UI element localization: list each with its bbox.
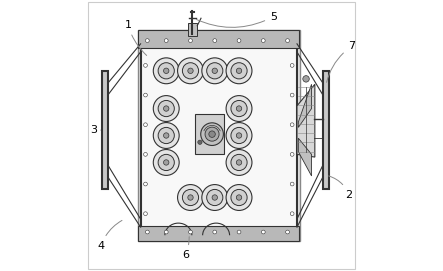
Circle shape	[188, 68, 193, 73]
Circle shape	[226, 58, 252, 84]
Circle shape	[231, 154, 247, 170]
Circle shape	[144, 63, 148, 67]
Circle shape	[163, 68, 169, 73]
Circle shape	[158, 101, 174, 117]
Circle shape	[144, 153, 148, 156]
Circle shape	[183, 189, 198, 206]
Circle shape	[290, 123, 294, 127]
Text: 7: 7	[326, 41, 355, 82]
Text: 3: 3	[90, 125, 97, 135]
Circle shape	[163, 160, 169, 165]
Circle shape	[286, 230, 289, 234]
Bar	[187, 23, 197, 36]
Text: 5: 5	[196, 12, 277, 27]
Bar	[194, 114, 224, 154]
Circle shape	[226, 185, 252, 211]
Circle shape	[158, 154, 174, 170]
Circle shape	[261, 230, 265, 234]
Circle shape	[178, 58, 203, 84]
Polygon shape	[298, 138, 311, 176]
Circle shape	[164, 230, 168, 234]
Circle shape	[145, 230, 149, 234]
Circle shape	[207, 63, 223, 79]
Circle shape	[286, 39, 289, 43]
Circle shape	[201, 123, 223, 146]
Circle shape	[198, 140, 202, 144]
Circle shape	[163, 106, 169, 111]
Circle shape	[189, 39, 192, 43]
Text: 6: 6	[183, 237, 190, 260]
Circle shape	[236, 68, 242, 73]
Circle shape	[236, 160, 242, 165]
Circle shape	[236, 106, 242, 111]
Circle shape	[144, 212, 148, 215]
Circle shape	[158, 63, 174, 79]
Circle shape	[290, 93, 294, 97]
Circle shape	[205, 127, 219, 141]
Circle shape	[212, 195, 218, 200]
Circle shape	[188, 195, 193, 200]
Circle shape	[237, 230, 241, 234]
Bar	[101, 71, 108, 189]
Circle shape	[164, 39, 168, 43]
Circle shape	[303, 76, 309, 82]
Circle shape	[231, 127, 247, 144]
Circle shape	[145, 39, 149, 43]
Circle shape	[237, 39, 241, 43]
Circle shape	[153, 122, 179, 149]
Bar	[139, 226, 299, 241]
Text: 2: 2	[329, 176, 353, 199]
Circle shape	[226, 122, 252, 149]
Circle shape	[158, 127, 174, 144]
Polygon shape	[298, 84, 311, 127]
Circle shape	[290, 212, 294, 215]
Circle shape	[202, 58, 228, 84]
Circle shape	[144, 93, 148, 97]
Polygon shape	[297, 84, 315, 157]
Circle shape	[163, 133, 169, 138]
Circle shape	[212, 68, 218, 73]
Circle shape	[144, 182, 148, 186]
Circle shape	[153, 96, 179, 121]
Circle shape	[189, 230, 192, 234]
Bar	[139, 30, 299, 48]
Bar	[323, 71, 329, 189]
Circle shape	[290, 63, 294, 67]
Circle shape	[231, 101, 247, 117]
Circle shape	[144, 123, 148, 127]
Circle shape	[236, 133, 242, 138]
Circle shape	[261, 39, 265, 43]
Circle shape	[231, 63, 247, 79]
Circle shape	[202, 185, 228, 211]
Circle shape	[183, 63, 198, 79]
Circle shape	[153, 150, 179, 175]
Circle shape	[290, 182, 294, 186]
Circle shape	[290, 153, 294, 156]
Bar	[138, 30, 299, 241]
Circle shape	[226, 96, 252, 121]
Circle shape	[207, 189, 223, 206]
Circle shape	[236, 195, 242, 200]
Circle shape	[213, 230, 217, 234]
Text: 1: 1	[124, 20, 147, 56]
Circle shape	[231, 189, 247, 206]
Text: 4: 4	[97, 220, 122, 251]
Circle shape	[226, 150, 252, 175]
Circle shape	[209, 131, 215, 137]
Circle shape	[153, 58, 179, 84]
Circle shape	[213, 39, 217, 43]
Bar	[140, 33, 297, 238]
Circle shape	[178, 185, 203, 211]
